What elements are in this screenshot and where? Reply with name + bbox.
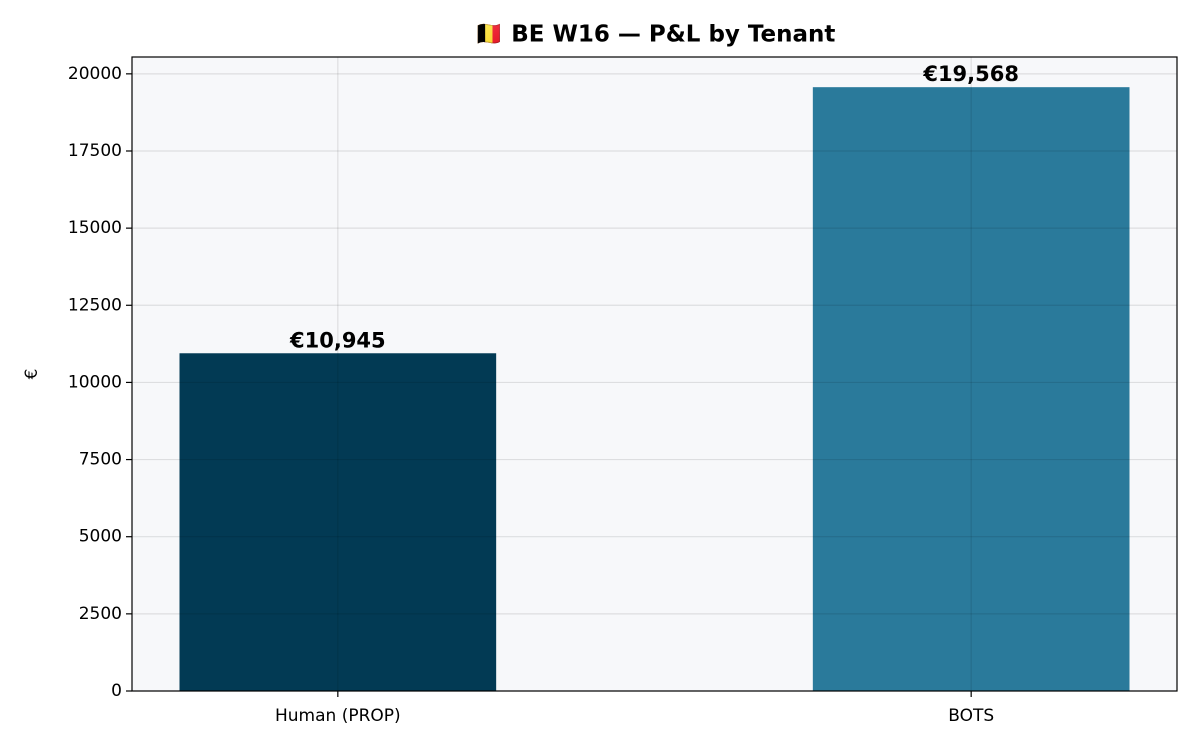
x-tick-label: BOTS — [948, 706, 994, 726]
y-tick-label: 0 — [111, 681, 122, 701]
y-tick-label: 12500 — [68, 295, 122, 315]
y-axis-label: € — [22, 369, 42, 380]
y-tick-label: 20000 — [68, 64, 122, 84]
y-tick-label: 15000 — [68, 218, 122, 238]
y-tick-label: 2500 — [79, 604, 122, 624]
y-tick-label: 5000 — [79, 527, 122, 547]
y-tick-label: 10000 — [68, 372, 122, 392]
bar — [812, 87, 1130, 692]
plot-frame — [131, 56, 1178, 692]
bar — [179, 353, 497, 691]
value-label: €10,945 — [289, 328, 386, 352]
y-tick-label: 17500 — [68, 141, 122, 161]
x-tick-label: Human (PROP) — [275, 706, 401, 726]
value-label: €19,568 — [922, 62, 1019, 86]
chart-title: 🇧🇪 BE W16 — P&L by Tenant — [475, 21, 836, 48]
y-tick-label: 7500 — [79, 450, 122, 470]
